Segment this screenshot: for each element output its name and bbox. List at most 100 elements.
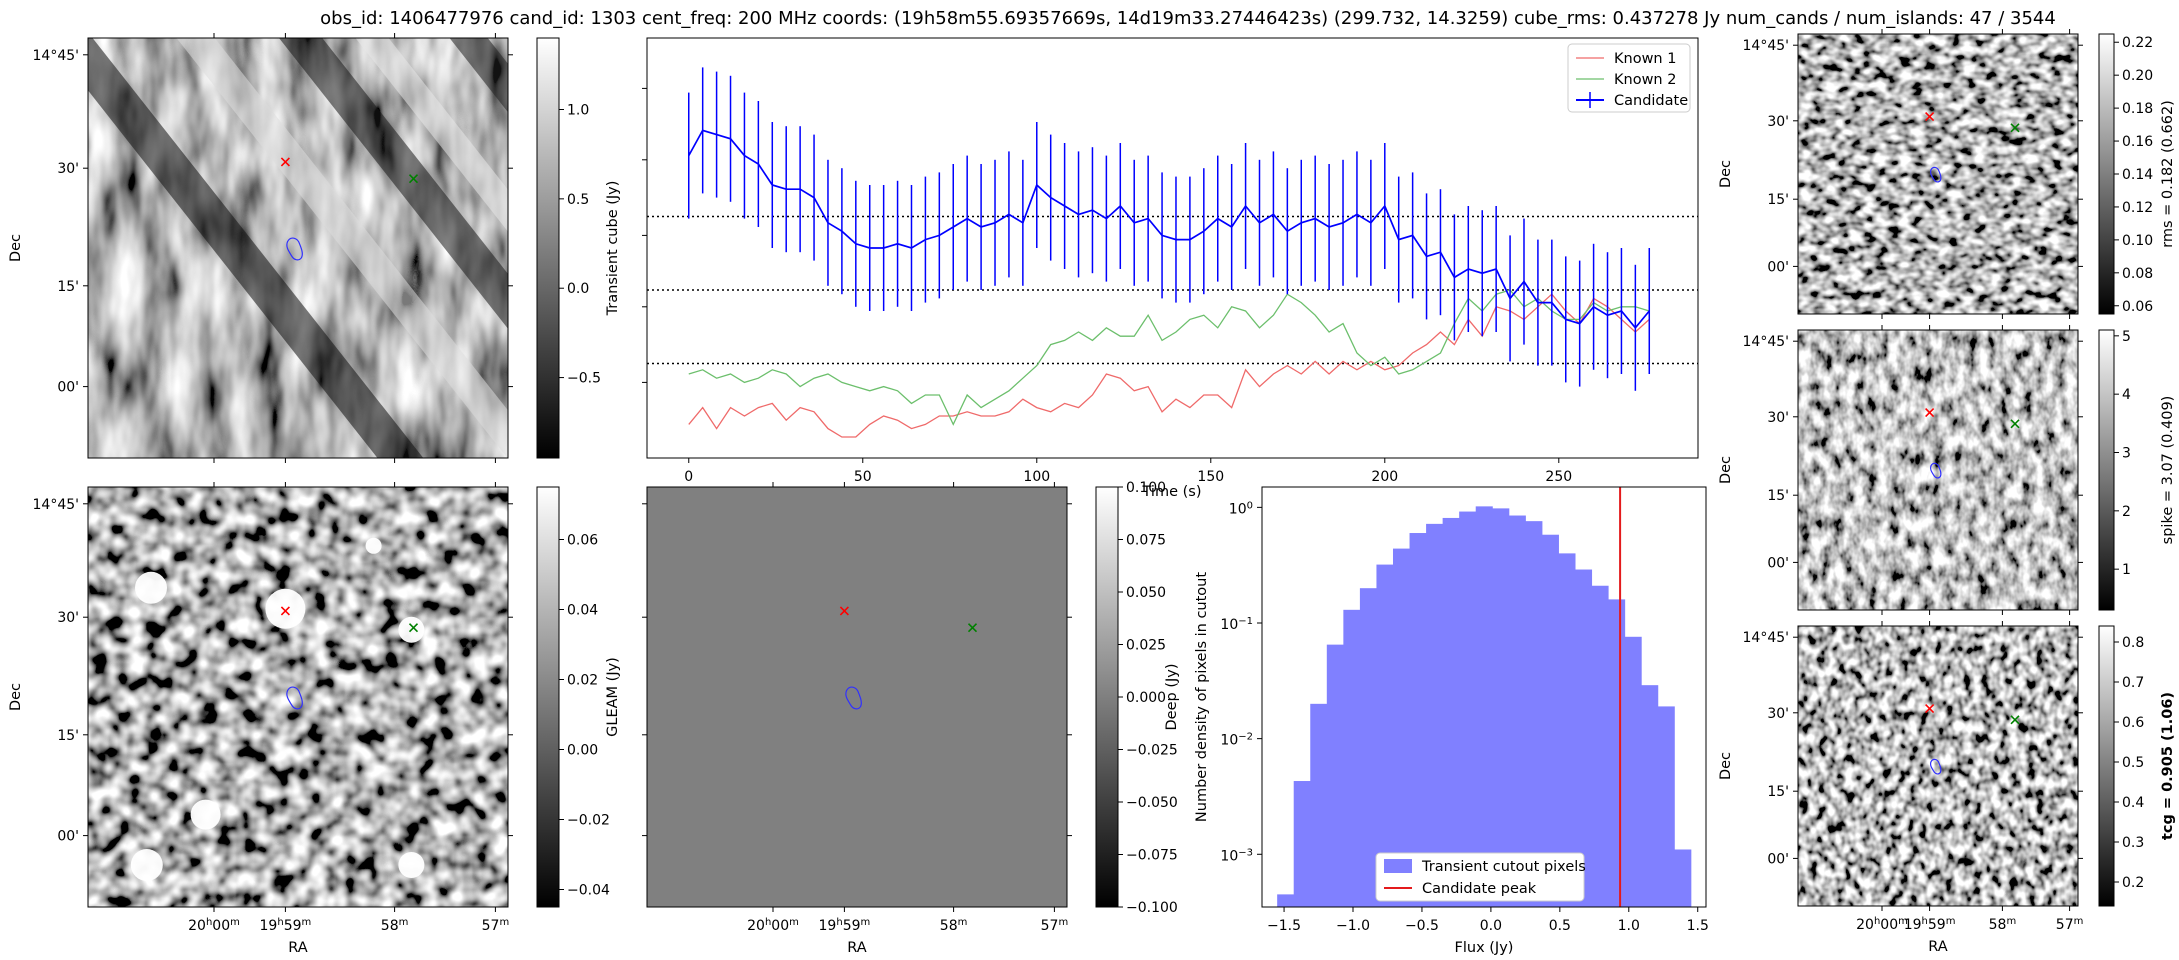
stripe-0 — [88, 38, 424, 458]
source-contour — [1929, 758, 1942, 775]
colorbar — [536, 486, 560, 908]
colorbar-tick-label: 1.0 — [567, 102, 589, 118]
histogram-bar — [1310, 703, 1328, 907]
histogram-bar — [1657, 706, 1675, 907]
image-frame — [646, 486, 1068, 908]
gleam-source-6 — [365, 537, 382, 554]
image-panel-gleam: 20h00m 19h59m 58m 57mRA14°45'30'15'00'Dec0.… — [8, 482, 621, 956]
dec-tick-label: 15' — [1767, 488, 1789, 504]
known-source-marker — [2010, 123, 2020, 133]
ra-tick-label: 57m — [482, 917, 510, 935]
histogram-bar — [1525, 521, 1543, 907]
gleam-source-5 — [398, 852, 425, 878]
dec-tick-label: 00' — [57, 829, 79, 845]
legend-box — [1375, 852, 1585, 902]
source-contour — [286, 686, 303, 710]
ra-hours: 19 — [819, 918, 837, 934]
tick-exponent: 0 — [1247, 500, 1253, 511]
candidate-marker — [839, 606, 849, 616]
colorbar-tick-label: 3 — [2122, 446, 2131, 462]
dec-axis-label: Dec — [8, 234, 24, 262]
dec-tick-label: 30' — [57, 161, 79, 177]
tick-base: 10 — [1229, 501, 1247, 517]
ra-minutes: 57 — [1041, 918, 1059, 934]
histogram-bar — [1624, 636, 1642, 907]
known-source-marker — [408, 623, 419, 633]
legend-swatch-bars — [1384, 859, 1412, 873]
tick-exponent: −2 — [1238, 731, 1253, 742]
colorbar-tick-label: 0.12 — [2122, 200, 2153, 216]
histogram-bar — [1293, 781, 1311, 907]
dec-axis-label: Dec — [1718, 160, 1734, 188]
colorbar-tick-label: 4 — [2122, 387, 2131, 403]
colorbar-tick-label: 0.06 — [567, 533, 598, 549]
colorbar-label: tcg = 0.905 (1.06) — [2160, 692, 2176, 840]
time-tick-label: 250 — [1545, 469, 1572, 485]
dec-tick-label: 30' — [1767, 410, 1789, 426]
gleam-source-0 — [135, 571, 167, 604]
ra-hours-unit: h — [836, 917, 842, 928]
image-frame — [87, 37, 509, 459]
colorbar-tick-label: 0.6 — [2122, 715, 2144, 731]
colorbar-tick-label: 0.8 — [2122, 635, 2144, 651]
dec-axis-label: Dec — [8, 683, 24, 711]
dec-tick-label: 30' — [1767, 114, 1789, 130]
candidate-marker — [280, 606, 290, 616]
colorbar-tick-label: 0.025 — [1126, 638, 1166, 654]
image-frame — [87, 486, 509, 908]
histogram-frame — [1261, 486, 1707, 908]
ra-hours-unit: h — [1922, 916, 1928, 927]
flux-tick-label: −1.5 — [1267, 918, 1301, 934]
histogram-bar — [1459, 511, 1477, 907]
image-frame — [1797, 625, 2079, 907]
lightcurve-legend: Known 1 Known 2 Candidate — [1567, 43, 1691, 113]
ra-minutes: 58 — [940, 918, 958, 934]
time-tick-label: 50 — [854, 469, 872, 485]
ra-minutes: 59 — [284, 918, 302, 934]
colorbar-tick-label: 0.04 — [567, 603, 598, 619]
histogram-bar — [1343, 609, 1361, 907]
ra-hours: 20 — [747, 918, 765, 934]
ra-minutes-unit: m — [399, 917, 409, 928]
colorbar-tick-label: 0.18 — [2122, 101, 2153, 117]
colorbar-tick-label: 0.00 — [567, 743, 598, 759]
colorbar — [1095, 486, 1119, 908]
legend-label: Known 2 — [1614, 72, 1676, 88]
ra-tick-label: 19h59m — [819, 917, 871, 935]
histogram-bar — [1508, 515, 1526, 907]
ra-minutes: 00 — [1880, 917, 1898, 933]
ra-axis-label: RA — [1928, 939, 1947, 955]
flux-tick-label: −1.0 — [1336, 918, 1370, 934]
flux-axis-label: Flux (Jy) — [1455, 940, 1514, 956]
histogram-bar — [1608, 599, 1626, 907]
ra-minutes: 59 — [843, 918, 861, 934]
ra-tick-label: 20h00m — [188, 917, 240, 935]
colorbar-label: Transient cube (Jy) — [605, 181, 621, 317]
ra-axis-label: RA — [847, 940, 866, 956]
flux-tick-label: 1.0 — [1618, 918, 1640, 934]
colorbar-tick-label: 0.0 — [567, 281, 589, 297]
ra-minutes-unit: m — [1946, 916, 1956, 927]
colorbar-tick-label: −0.050 — [1126, 795, 1178, 811]
colorbar-tick-label: −0.04 — [567, 883, 610, 899]
colorbar-tick-label: 0.000 — [1126, 690, 1166, 706]
image-frame — [1797, 329, 2079, 611]
legend-box — [1567, 43, 1691, 113]
dec-tick-label: 14°45' — [1743, 334, 1789, 350]
image-tcg — [1798, 626, 2078, 906]
legend-label: Known 1 — [1614, 51, 1676, 67]
histogram-bar — [1359, 588, 1377, 907]
ra-minutes: 57 — [482, 918, 500, 934]
histogram-bar — [1426, 523, 1444, 907]
time-tick-label: 200 — [1371, 469, 1398, 485]
candidate-marker — [1925, 408, 1935, 418]
histogram-bar — [1277, 894, 1295, 907]
legend-label: Transient cutout pixels — [1421, 859, 1586, 875]
histogram-bar — [1558, 553, 1576, 907]
histogram-bar — [1541, 534, 1559, 907]
ra-tick-label: 19h59m — [1904, 916, 1956, 934]
dec-tick-label: 00' — [1767, 555, 1789, 571]
histogram-legend: Transient cutout pixels Candidate peak — [1375, 852, 1586, 902]
